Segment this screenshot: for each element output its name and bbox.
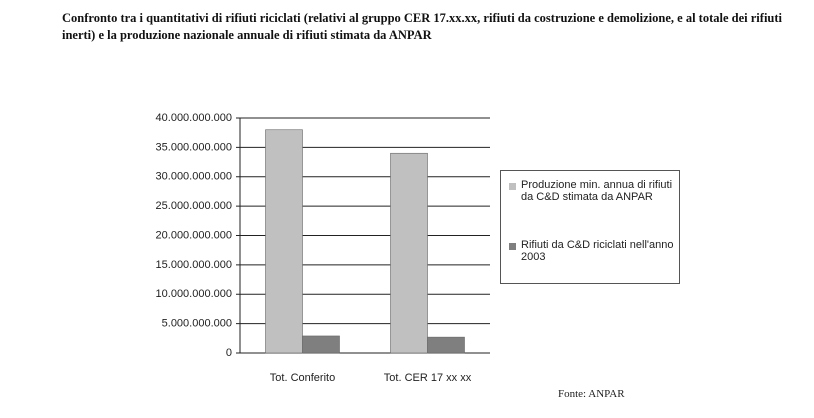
y-tick-label: 25.000.000.000 — [156, 200, 232, 212]
y-tick-label: 10.000.000.000 — [156, 288, 232, 300]
bar — [390, 152, 428, 354]
bar — [427, 336, 465, 354]
legend-swatch — [509, 183, 516, 190]
legend-label: Produzione min. annua di rifiuti da C&D … — [521, 179, 673, 203]
legend-swatch — [509, 243, 516, 250]
y-tick-label: 5.000.000.000 — [162, 318, 232, 330]
legend-label: Rifiuti da C&D riciclati nell'anno 2003 — [521, 239, 674, 263]
y-tick-label: 0 — [226, 347, 232, 359]
y-tick-label: 30.000.000.000 — [156, 171, 232, 183]
legend: Produzione min. annua di rifiuti da C&D … — [500, 170, 680, 284]
y-tick-label: 35.000.000.000 — [156, 141, 232, 153]
bar — [265, 129, 303, 354]
y-tick-label: 40.000.000.000 — [156, 112, 232, 124]
source: Fonte: ANPAR — [558, 388, 625, 400]
bar — [302, 335, 340, 354]
legend-entry: Produzione min. annua di rifiuti da C&D … — [509, 179, 674, 203]
x-tick-label: Tot. Conferito — [270, 372, 335, 384]
legend-entry: Rifiuti da C&D riciclati nell'anno 2003 — [509, 239, 674, 263]
y-tick-label: 20.000.000.000 — [156, 229, 232, 241]
x-tick-label: Tot. CER 17 xx xx — [384, 372, 472, 384]
chart-title: Confronto tra i quantitativi di rifiuti … — [62, 11, 782, 42]
y-tick-label: 15.000.000.000 — [156, 259, 232, 271]
